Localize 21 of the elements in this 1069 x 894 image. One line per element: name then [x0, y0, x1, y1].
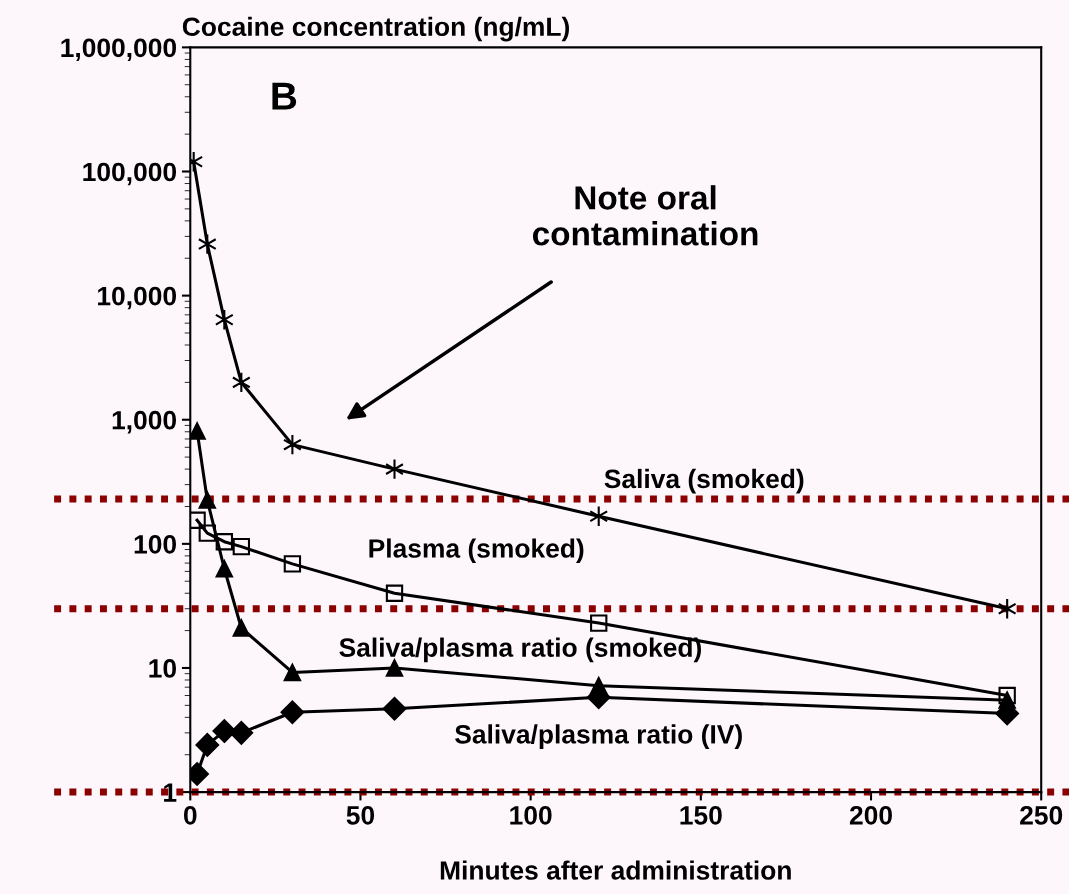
x-tick-label: 250 [1020, 805, 1063, 825]
annotation: Note oral contamination [532, 185, 758, 246]
y-tick-label: 100,000 [83, 162, 177, 186]
x-axis-title: Minutes after administration [440, 860, 791, 880]
y-tick-label: 1,000 [112, 410, 177, 434]
x-tick-label: 150 [680, 805, 722, 825]
y-axis-title: Cocaine concentration (ng/mL) [182, 16, 569, 42]
series-label: Saliva/plasma ratio (IV) [455, 724, 742, 749]
annotation: B [272, 82, 297, 110]
y-tick-label: 100 [134, 534, 177, 554]
series-label: Plasma (smoked) [369, 538, 584, 564]
series-label: Saliva/plasma ratio (smoked) [339, 637, 701, 663]
x-tick-label: 50 [346, 805, 375, 825]
series-label: Saliva (smoked) [604, 468, 804, 494]
x-tick-label: 100 [510, 805, 552, 825]
y-tick-label: 1 [164, 783, 177, 802]
y-tick-label: 10 [149, 659, 177, 678]
x-tick-label: 200 [849, 805, 892, 825]
y-tick-label: 10,000 [98, 286, 177, 310]
y-tick-label: 1,000,000 [61, 38, 177, 62]
x-tick-label: 0 [183, 805, 197, 825]
